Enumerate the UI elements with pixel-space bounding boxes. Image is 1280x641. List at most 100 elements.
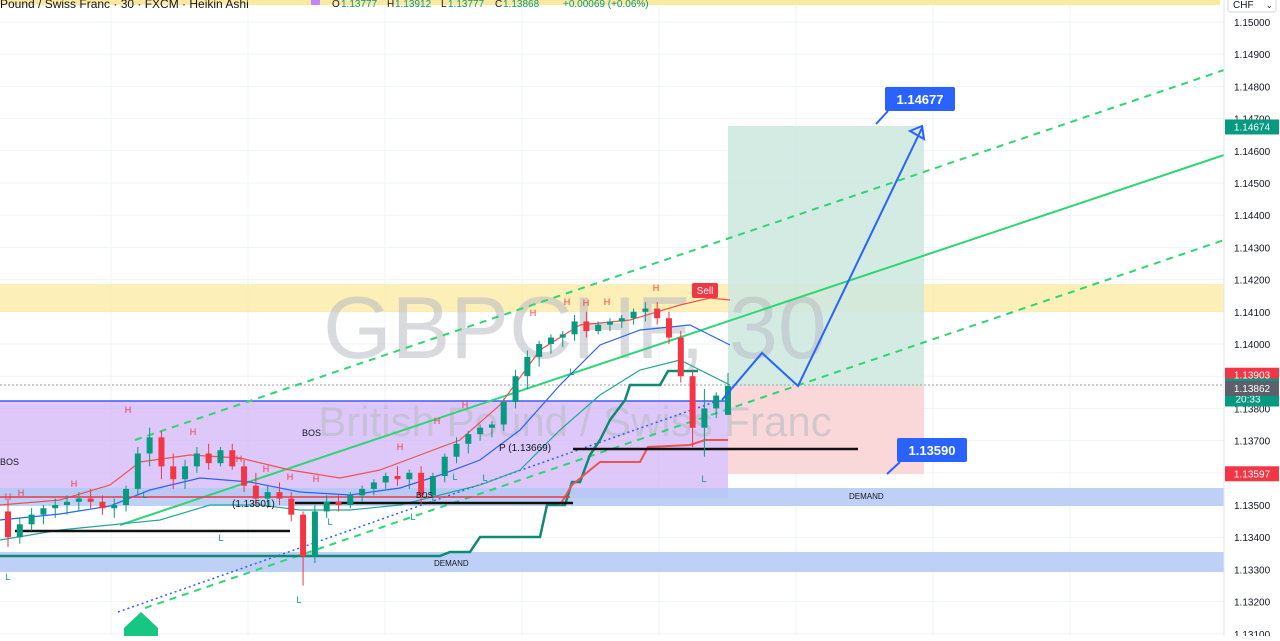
price-tick-label: 1.14800 — [1234, 82, 1271, 93]
high-marker: H — [653, 283, 660, 293]
candle-body[interactable] — [713, 395, 720, 409]
candle-body[interactable] — [571, 321, 578, 335]
candle-body[interactable] — [146, 437, 153, 454]
candle-body[interactable] — [87, 498, 94, 502]
candle-body[interactable] — [205, 453, 212, 464]
candle-body[interactable] — [311, 511, 318, 557]
low-marker: L — [327, 517, 332, 527]
candle-body[interactable] — [40, 508, 47, 515]
chevron-down-icon[interactable]: ⌄ — [1266, 1, 1273, 10]
price-tick-label: 1.13400 — [1234, 533, 1271, 544]
candle-body[interactable] — [193, 453, 200, 467]
ohlc-o-value: 1.13777 — [341, 0, 378, 10]
candle-body[interactable] — [701, 408, 708, 428]
bollinger-lower — [0, 359, 731, 541]
target-callout-text: 1.14677 — [897, 92, 944, 107]
candle-body[interactable] — [524, 356, 531, 377]
candle-body[interactable] — [52, 505, 59, 509]
candle-body[interactable] — [512, 376, 519, 402]
candle-body[interactable] — [583, 321, 590, 332]
sell-tag[interactable] — [692, 283, 718, 298]
candle-body[interactable] — [547, 337, 554, 344]
ohlc-l-value: 1.13777 — [448, 0, 485, 10]
price-tick-label: 1.13300 — [1234, 565, 1271, 576]
low-marker: L — [142, 490, 147, 500]
candle-body[interactable] — [158, 437, 165, 467]
candle-body[interactable] — [394, 476, 401, 480]
currency-select[interactable] — [1227, 0, 1277, 13]
candle-body[interactable] — [477, 427, 484, 435]
candle-body[interactable] — [370, 482, 377, 489]
ohlc-o-label: O — [332, 0, 340, 10]
candle-body[interactable] — [217, 450, 224, 464]
candle-body[interactable] — [429, 476, 436, 496]
candle-body[interactable] — [300, 514, 307, 557]
candle-body[interactable] — [642, 308, 649, 312]
candle-body[interactable] — [595, 324, 602, 332]
candle-body[interactable] — [453, 443, 460, 457]
candle-body[interactable] — [111, 505, 118, 509]
candle-body[interactable] — [335, 501, 342, 505]
high-marker: H — [564, 297, 571, 307]
dotted-trendline — [117, 399, 721, 613]
target-callout[interactable] — [885, 87, 955, 111]
candle-body[interactable] — [441, 456, 448, 477]
candle-body[interactable] — [689, 376, 696, 428]
candle-body[interactable] — [677, 337, 684, 377]
candle-body[interactable] — [654, 308, 661, 319]
ohlc-l-label: L — [441, 0, 447, 10]
price-axis[interactable] — [1224, 0, 1280, 636]
candle-body[interactable] — [264, 492, 271, 499]
stop-callout-leader — [886, 461, 901, 475]
high-marker: H — [583, 298, 590, 308]
buy-signal-arrow[interactable] — [124, 612, 158, 636]
candle-body[interactable] — [288, 498, 295, 515]
channel-upper — [134, 69, 1225, 441]
high-marker: H — [397, 442, 404, 452]
candle-body[interactable] — [347, 495, 354, 505]
price-tick-label: 1.14000 — [1234, 340, 1271, 351]
candle-body[interactable] — [99, 501, 106, 509]
price-badge-text: 1.13862 — [1234, 384, 1271, 395]
candle-body[interactable] — [5, 511, 11, 538]
candle-body[interactable] — [418, 472, 425, 496]
candle-body[interactable] — [536, 344, 543, 357]
supply-zone — [0, 284, 1224, 312]
candle-body[interactable] — [465, 434, 472, 444]
candle-body[interactable] — [618, 318, 625, 322]
candle-body[interactable] — [16, 524, 23, 538]
candle-body[interactable] — [182, 466, 189, 480]
candle-body[interactable] — [359, 488, 366, 496]
candle-body[interactable] — [630, 311, 637, 319]
price-badge — [1225, 466, 1279, 482]
candle-body[interactable] — [134, 453, 141, 489]
price-badge-countdown: 20:33 — [1235, 395, 1260, 406]
high-marker: H — [263, 464, 270, 474]
candle-body[interactable] — [170, 466, 177, 480]
candle-body[interactable] — [323, 501, 330, 512]
candle-body[interactable] — [241, 466, 248, 486]
candle-body[interactable] — [123, 488, 130, 505]
candle-body[interactable] — [276, 492, 283, 499]
ohlc-h-value: 1.13912 — [395, 0, 432, 10]
candle-body[interactable] — [382, 476, 389, 483]
candle-body[interactable] — [500, 401, 507, 425]
candle-body[interactable] — [406, 472, 413, 480]
candle-body[interactable] — [252, 485, 259, 499]
low-marker: L — [452, 472, 457, 482]
candle-body[interactable] — [75, 498, 82, 502]
candle-body[interactable] — [559, 334, 566, 338]
candle-body[interactable] — [606, 321, 613, 325]
candle-body[interactable] — [488, 424, 495, 428]
candle-body[interactable] — [28, 514, 35, 525]
stop-callout[interactable] — [897, 438, 967, 462]
candle-body[interactable] — [229, 450, 236, 467]
candles[interactable] — [5, 302, 731, 586]
candle-body[interactable] — [64, 501, 71, 505]
high-marker: H — [190, 427, 197, 437]
ohlc-c-label: C — [495, 0, 502, 10]
candle-body[interactable] — [665, 318, 672, 338]
candle-body[interactable] — [725, 385, 731, 415]
